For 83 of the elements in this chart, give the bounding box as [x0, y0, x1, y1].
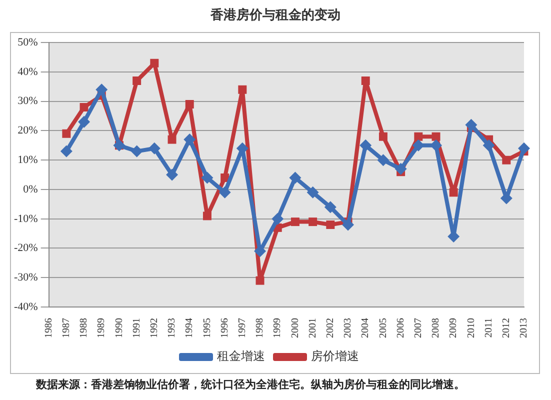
- x-tick-label: 2013: [518, 318, 530, 338]
- point: [148, 142, 160, 154]
- x-tick-label: 1993: [166, 318, 178, 338]
- x-tick-label: 2006: [395, 318, 406, 338]
- x-tick-label: 1990: [114, 318, 125, 338]
- point: [78, 116, 90, 128]
- point: [482, 139, 495, 152]
- point: [289, 172, 302, 184]
- point: [324, 201, 336, 214]
- y-tick-label: -10%: [14, 212, 38, 225]
- point: [377, 154, 390, 166]
- x-tick-label: 1999: [272, 318, 284, 338]
- point: [168, 135, 176, 144]
- x-tick-label: 1988: [78, 318, 90, 338]
- x-tick-label: 1995: [202, 318, 213, 338]
- y-tick-label: 30%: [18, 95, 38, 108]
- x-tick-label: 2001: [307, 318, 318, 338]
- x-tick-label: 1986: [43, 318, 54, 338]
- x-tick-label: 2008: [430, 318, 442, 338]
- point: [518, 142, 530, 154]
- point: [256, 276, 264, 285]
- y-tick-label: 50%: [18, 36, 38, 48]
- point: [465, 118, 478, 131]
- point: [184, 134, 196, 146]
- point: [166, 168, 178, 181]
- point: [378, 132, 388, 141]
- source-note: 数据来源：香港差饷物业估价署，统计口径为全港住宅。纵轴为房价与租金的同比增速。: [36, 377, 465, 392]
- point: [80, 102, 88, 112]
- x-tick-label: 1992: [149, 318, 160, 338]
- x-tick-label: 2012: [501, 318, 512, 338]
- x-tick-label: 1994: [184, 318, 196, 338]
- point: [308, 218, 318, 226]
- point: [342, 218, 354, 231]
- point: [62, 129, 71, 138]
- point: [326, 220, 335, 229]
- point: [96, 84, 108, 96]
- y-tick-label: 20%: [18, 124, 38, 137]
- x-tick-label: 1997: [237, 318, 248, 338]
- y-tick-label: -30%: [14, 272, 38, 284]
- x-tick-label: 2002: [325, 318, 336, 338]
- y-tick-label: 10%: [18, 154, 38, 166]
- point: [238, 85, 247, 94]
- point: [272, 212, 284, 225]
- point: [218, 186, 231, 198]
- point: [414, 132, 423, 141]
- x-tick-label: 2004: [360, 318, 372, 338]
- point: [130, 145, 143, 158]
- y-tick-label: -40%: [14, 300, 38, 313]
- point: [202, 212, 212, 220]
- point: [432, 132, 440, 141]
- point: [502, 156, 511, 164]
- x-tick-label: 1989: [96, 318, 108, 338]
- chart-title: 香港房价与租金的变动: [210, 6, 342, 24]
- y-tick-label: 0%: [23, 183, 38, 196]
- point: [430, 139, 442, 152]
- point: [150, 58, 159, 68]
- legend-label: 租金增速: [217, 349, 265, 364]
- x-tick-label: 2010: [466, 318, 477, 338]
- x-tick-label: 2007: [413, 318, 424, 338]
- point: [132, 76, 142, 86]
- x-tick-label: 2011: [483, 318, 494, 338]
- x-tick-label: 1987: [61, 318, 72, 338]
- point: [360, 139, 372, 152]
- x-tick-label: 1998: [254, 318, 266, 338]
- point: [290, 218, 300, 226]
- point: [412, 139, 424, 152]
- point: [201, 172, 214, 184]
- point: [306, 186, 319, 198]
- x-tick-label: 2005: [378, 318, 389, 338]
- point: [220, 173, 230, 182]
- point: [394, 162, 407, 175]
- legend-label: 房价增速: [311, 349, 359, 364]
- y-tick-label: 40%: [18, 66, 38, 78]
- point: [185, 100, 194, 109]
- x-tick-label: 2009: [448, 318, 460, 338]
- point: [449, 188, 458, 197]
- x-tick-label: 1991: [131, 318, 142, 338]
- x-tick-label: 2003: [342, 318, 354, 338]
- point: [361, 76, 370, 86]
- point: [60, 145, 72, 158]
- x-tick-label: 1996: [219, 318, 230, 338]
- x-tick-label: 2000: [290, 318, 301, 338]
- y-tick-label: -20%: [14, 242, 38, 254]
